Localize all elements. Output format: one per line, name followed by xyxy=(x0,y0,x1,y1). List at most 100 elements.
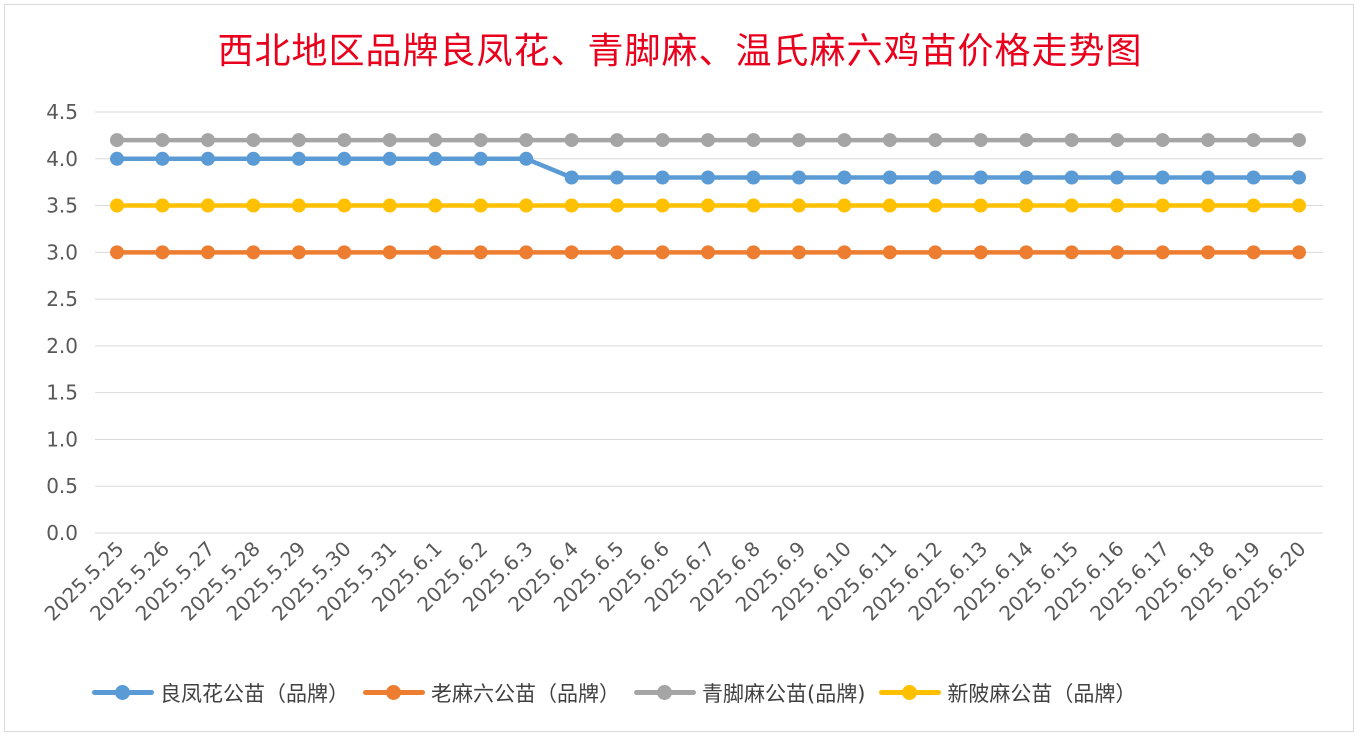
data-point xyxy=(701,245,715,260)
data-point xyxy=(746,170,761,185)
series-3 xyxy=(110,133,1306,148)
data-point xyxy=(1155,133,1170,148)
data-point xyxy=(200,198,215,213)
data-point xyxy=(1019,170,1034,185)
series-2 xyxy=(110,245,1306,260)
data-point xyxy=(246,198,261,213)
data-point xyxy=(701,198,715,213)
data-point xyxy=(973,245,988,260)
data-point xyxy=(791,170,806,185)
data-point xyxy=(1019,198,1034,213)
data-point xyxy=(200,133,215,148)
y-tick-label: 4.0 xyxy=(46,147,78,171)
data-point xyxy=(1064,198,1079,213)
chart-title: 西北地区品牌良凤花、青脚麻、温氏麻六鸡苗价格走势图 xyxy=(217,31,1143,72)
data-point xyxy=(110,198,124,213)
data-point xyxy=(473,198,488,213)
y-tick-label: 3.0 xyxy=(46,240,78,264)
data-point xyxy=(610,245,625,260)
y-tick-label: 1.0 xyxy=(46,427,78,451)
y-tick-label: 3.5 xyxy=(46,194,78,218)
data-point xyxy=(1201,245,1216,260)
data-point xyxy=(519,151,534,166)
data-point xyxy=(655,170,670,185)
data-point xyxy=(110,133,124,148)
legend-label: 老麻六公苗（品牌） xyxy=(431,682,620,706)
data-point xyxy=(1019,133,1034,148)
data-point xyxy=(155,198,170,213)
data-point xyxy=(564,198,579,213)
data-point xyxy=(882,245,897,260)
data-point xyxy=(564,133,579,148)
data-point xyxy=(610,133,625,148)
data-point xyxy=(110,245,124,260)
data-point xyxy=(564,170,579,185)
data-point xyxy=(701,170,715,185)
data-point xyxy=(337,133,352,148)
data-point xyxy=(291,245,306,260)
data-point xyxy=(291,133,306,148)
data-point xyxy=(564,245,579,260)
data-point xyxy=(1292,198,1306,213)
data-point xyxy=(1064,245,1079,260)
data-point xyxy=(1064,170,1079,185)
data-point xyxy=(837,133,852,148)
data-point xyxy=(837,245,852,260)
y-tick-label: 4.5 xyxy=(46,100,78,124)
data-point xyxy=(519,198,534,213)
data-point xyxy=(291,151,306,166)
data-point xyxy=(928,133,943,148)
data-point xyxy=(200,245,215,260)
chart-frame xyxy=(4,4,1354,732)
data-point xyxy=(246,245,261,260)
y-tick-label: 2.0 xyxy=(46,334,78,358)
data-point xyxy=(155,151,170,166)
data-point xyxy=(428,151,443,166)
data-point xyxy=(837,170,852,185)
data-point xyxy=(382,198,397,213)
data-point xyxy=(882,133,897,148)
data-point xyxy=(1246,170,1261,185)
data-point xyxy=(746,198,761,213)
data-point xyxy=(155,133,170,148)
series-4 xyxy=(110,198,1306,213)
data-point xyxy=(337,151,352,166)
data-point xyxy=(382,245,397,260)
data-point xyxy=(882,198,897,213)
data-point xyxy=(519,245,534,260)
legend-item: 老麻六公苗（品牌） xyxy=(363,678,620,708)
legend-label: 青脚麻公苗(品牌) xyxy=(702,682,866,706)
data-point xyxy=(1246,245,1261,260)
data-point xyxy=(473,245,488,260)
data-point xyxy=(746,133,761,148)
data-point xyxy=(1019,245,1034,260)
data-point xyxy=(791,198,806,213)
data-point xyxy=(746,245,761,260)
data-point xyxy=(291,198,306,213)
data-point xyxy=(1064,133,1079,148)
data-point xyxy=(655,245,670,260)
y-tick-label: 1.5 xyxy=(46,381,78,405)
data-point xyxy=(1246,133,1261,148)
data-point xyxy=(1292,170,1306,185)
data-point xyxy=(428,245,443,260)
series-1 xyxy=(110,151,1306,185)
legend-swatch xyxy=(363,678,425,708)
data-point xyxy=(928,245,943,260)
y-tick-label: 0.5 xyxy=(46,474,78,498)
y-tick-label: 0.0 xyxy=(46,521,78,545)
legend-swatch xyxy=(879,678,942,708)
data-point xyxy=(519,133,534,148)
data-point xyxy=(246,151,261,166)
data-point xyxy=(655,198,670,213)
data-point xyxy=(382,133,397,148)
data-point xyxy=(246,133,261,148)
data-point xyxy=(655,133,670,148)
data-point xyxy=(928,170,943,185)
data-point xyxy=(1155,198,1170,213)
data-point xyxy=(610,170,625,185)
data-point xyxy=(1155,170,1170,185)
data-point xyxy=(337,245,352,260)
data-point xyxy=(1110,170,1125,185)
